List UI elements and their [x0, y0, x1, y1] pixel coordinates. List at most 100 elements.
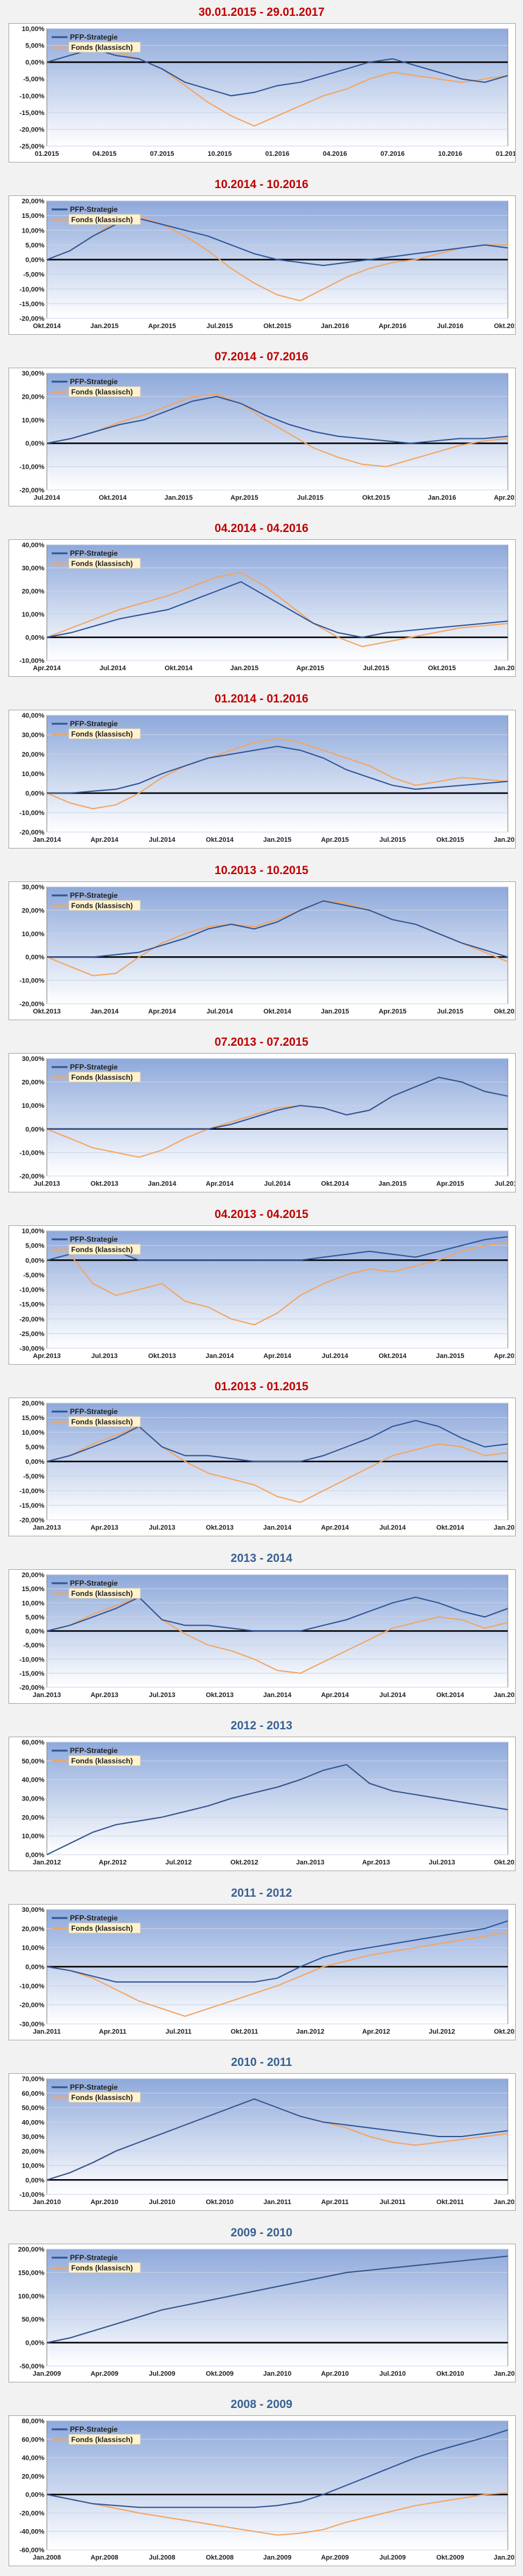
legend-label-box-fonds [68, 900, 141, 911]
chart-svg: 80,00% 60,00% 40,00% 20,00% 0,00% -20,00% -40,… [19, 2418, 522, 2561]
legend-label-fonds: Fonds (klassisch) [71, 2264, 133, 2272]
y-tick-label: -20,00% [19, 1173, 44, 1180]
x-tick-label: Apr.2014 [321, 1524, 350, 1531]
x-tick-label: Okt.2009 [436, 2554, 464, 2561]
x-tick-label: Apr.2011 [99, 2028, 126, 2035]
x-tick-label: Jan.2015 [263, 836, 291, 844]
y-tick-label: 0,00% [26, 1257, 44, 1264]
chart-panel: 01.2013 - 01.2015 20,00% 15,00% 10,00% 5,00%… [0, 1374, 523, 1546]
y-tick-label: 0,00% [26, 634, 44, 642]
y-tick-label: -25,00% [19, 1331, 44, 1338]
series-line-pfp-strategie [46, 396, 508, 444]
x-tick-label: Jan.2016 [494, 665, 515, 672]
x-tick-label: Apr.2012 [362, 2028, 390, 2035]
x-tick-label: Okt.2013 [91, 1180, 119, 1188]
x-tick-label: Jan.2012 [33, 1859, 61, 1866]
chart-panel: 04.2014 - 04.2016 40,00% 30,00% 20,00% 10,00… [0, 516, 523, 687]
legend-label-fonds: Fonds (klassisch) [71, 215, 133, 224]
series-line-pfp-strategie [47, 746, 508, 794]
x-tick-label: Okt.2008 [206, 2554, 234, 2561]
x-tick-label: Okt.2014 [206, 836, 234, 844]
x-tick-label: Jan.2016 [494, 836, 515, 844]
x-tick-label: Okt.2014 [436, 1524, 465, 1531]
y-tick-label: 15,00% [22, 212, 45, 220]
y-tick-label: -20,00% [19, 1684, 44, 1692]
series-line-fonds-klassisch [46, 1596, 508, 1674]
series-line-fonds-klassisch [46, 572, 508, 648]
y-tick-label: 10,00% [22, 1102, 45, 1110]
y-tick-label: -10,00% [19, 810, 44, 817]
x-tick-label: Jan.2015 [91, 323, 119, 330]
x-tick-label: Jul.2012 [165, 1859, 192, 1866]
y-tick-label: -15,00% [19, 110, 44, 117]
legend-label-box-fonds [68, 2091, 141, 2103]
y-tick-label: 40,00% [22, 2455, 45, 2462]
y-tick-label: 10,00% [22, 2163, 45, 2170]
y-tick-label: 20,00% [22, 1400, 45, 1407]
x-tick-label: Apr.2009 [91, 2370, 119, 2378]
y-tick-label: 10,00% [22, 1228, 45, 1235]
x-tick-label: Okt.2015 [436, 836, 464, 844]
x-tick-label: Jan.2009 [263, 2554, 291, 2561]
chart-svg: 20,00% 15,00% 10,00% 5,00% 0,00% -5,00% -10,00… [19, 1400, 522, 1531]
x-tick-label: Okt.2010 [436, 2370, 464, 2378]
y-tick-label: 20,00% [22, 198, 45, 205]
y-tick-label: 0,00% [26, 1964, 44, 1971]
y-tick-label: 5,00% [26, 43, 44, 50]
y-tick-label: 60,00% [22, 1739, 45, 1746]
x-tick-label: 07.2016 [381, 150, 405, 158]
chart-panel: 04.2013 - 04.2015 10,00% 5,00% 0,00% -5,00% -… [0, 1202, 523, 1374]
y-tick-label: 30,00% [22, 370, 45, 377]
y-tick-label: 20,00% [22, 2473, 45, 2480]
legend-label-box-fonds [68, 1587, 141, 1599]
series-line-fonds-klassisch [46, 1931, 508, 2017]
x-tick-label: Jan.2015 [494, 1692, 515, 1699]
x-tick-label: Okt.2015 [494, 1008, 515, 1015]
chart-panel: 07.2014 - 07.2016 30,00% 20,00% 10,00% 0,00%… [0, 345, 523, 516]
x-tick-label: Jul.2014 [33, 494, 60, 502]
chart-title: 2013 - 2014 [230, 1552, 293, 1565]
x-tick-label: Jul.2013 [149, 1524, 175, 1531]
series-line-fonds-klassisch [46, 393, 508, 467]
y-tick-label: 20,00% [22, 751, 45, 758]
x-tick-label: Jan.2010 [494, 2554, 515, 2561]
chart-title: 2010 - 2011 [230, 2056, 293, 2069]
chart-svg: 40,00%30,00%20,00%10,00%0,00%-10,00%Apr.… [19, 542, 522, 672]
y-tick-label: -20,00% [19, 315, 44, 323]
x-tick-label: Apr.2014 [33, 665, 61, 672]
legend-label-pfp: PFP-Strategie [70, 1063, 118, 1071]
x-tick-label: Jul.2016 [437, 323, 463, 330]
chart-frame: 20,00% 15,00% 10,00% 5,00% 0,00% -5,00% -10,00… [9, 1398, 522, 1536]
x-tick-label: Apr.2016 [494, 494, 515, 502]
chart-panel: 2012 - 2013 60,00% 50,00% 40,00% 30,00% 20,00… [0, 1713, 523, 1881]
y-tick-label: 30,00% [22, 1906, 45, 1914]
y-tick-label: -5,00% [23, 76, 44, 83]
legend-label-fonds: Fonds (klassisch) [71, 2093, 133, 2102]
chart-panel: 10.2014 - 10.2016 20,00% 15,00% 10,00% 5,00%… [0, 172, 523, 345]
x-tick-label: Okt.2015 [263, 323, 291, 330]
series-line-fonds-klassisch [46, 48, 508, 127]
x-tick-label: Jan.2015 [230, 665, 258, 672]
y-tick-label: -60,00% [19, 2547, 44, 2554]
x-tick-label: Okt.2013 [33, 1008, 61, 1015]
x-tick-label: Jan.2011 [494, 2370, 515, 2378]
chart-frame: 40,00% 30,00% 20,00% 10,00% 0,00% -10,00% -20,… [9, 710, 522, 849]
legend-label-pfp: PFP-Strategie [70, 33, 118, 41]
y-tick-label: -20,00% [19, 487, 44, 494]
series-line-fonds-klassisch [46, 1426, 508, 1503]
y-tick-label: -15,00% [19, 301, 44, 308]
legend-label-box-fonds [68, 41, 141, 53]
y-tick-label: -30,00% [19, 1345, 44, 1353]
y-tick-label: 10,00% [22, 1833, 45, 1840]
chart-panel: 07.2013 - 07.2015 30,00% 20,00% 10,00% 0,00%… [0, 1030, 523, 1202]
series-line-fonds-klassisch [46, 1242, 508, 1326]
legend-label-pfp: PFP-Strategie [70, 1914, 118, 1922]
legend-label-fonds: Fonds (klassisch) [71, 559, 133, 568]
series-line-pfp-strategie [47, 1076, 508, 1130]
chart-frame: 200,00% 150,00% 100,00% 50,00% 0,00% -50,00% J… [9, 2244, 522, 2382]
x-tick-label: Okt.2013 [148, 1353, 176, 1360]
